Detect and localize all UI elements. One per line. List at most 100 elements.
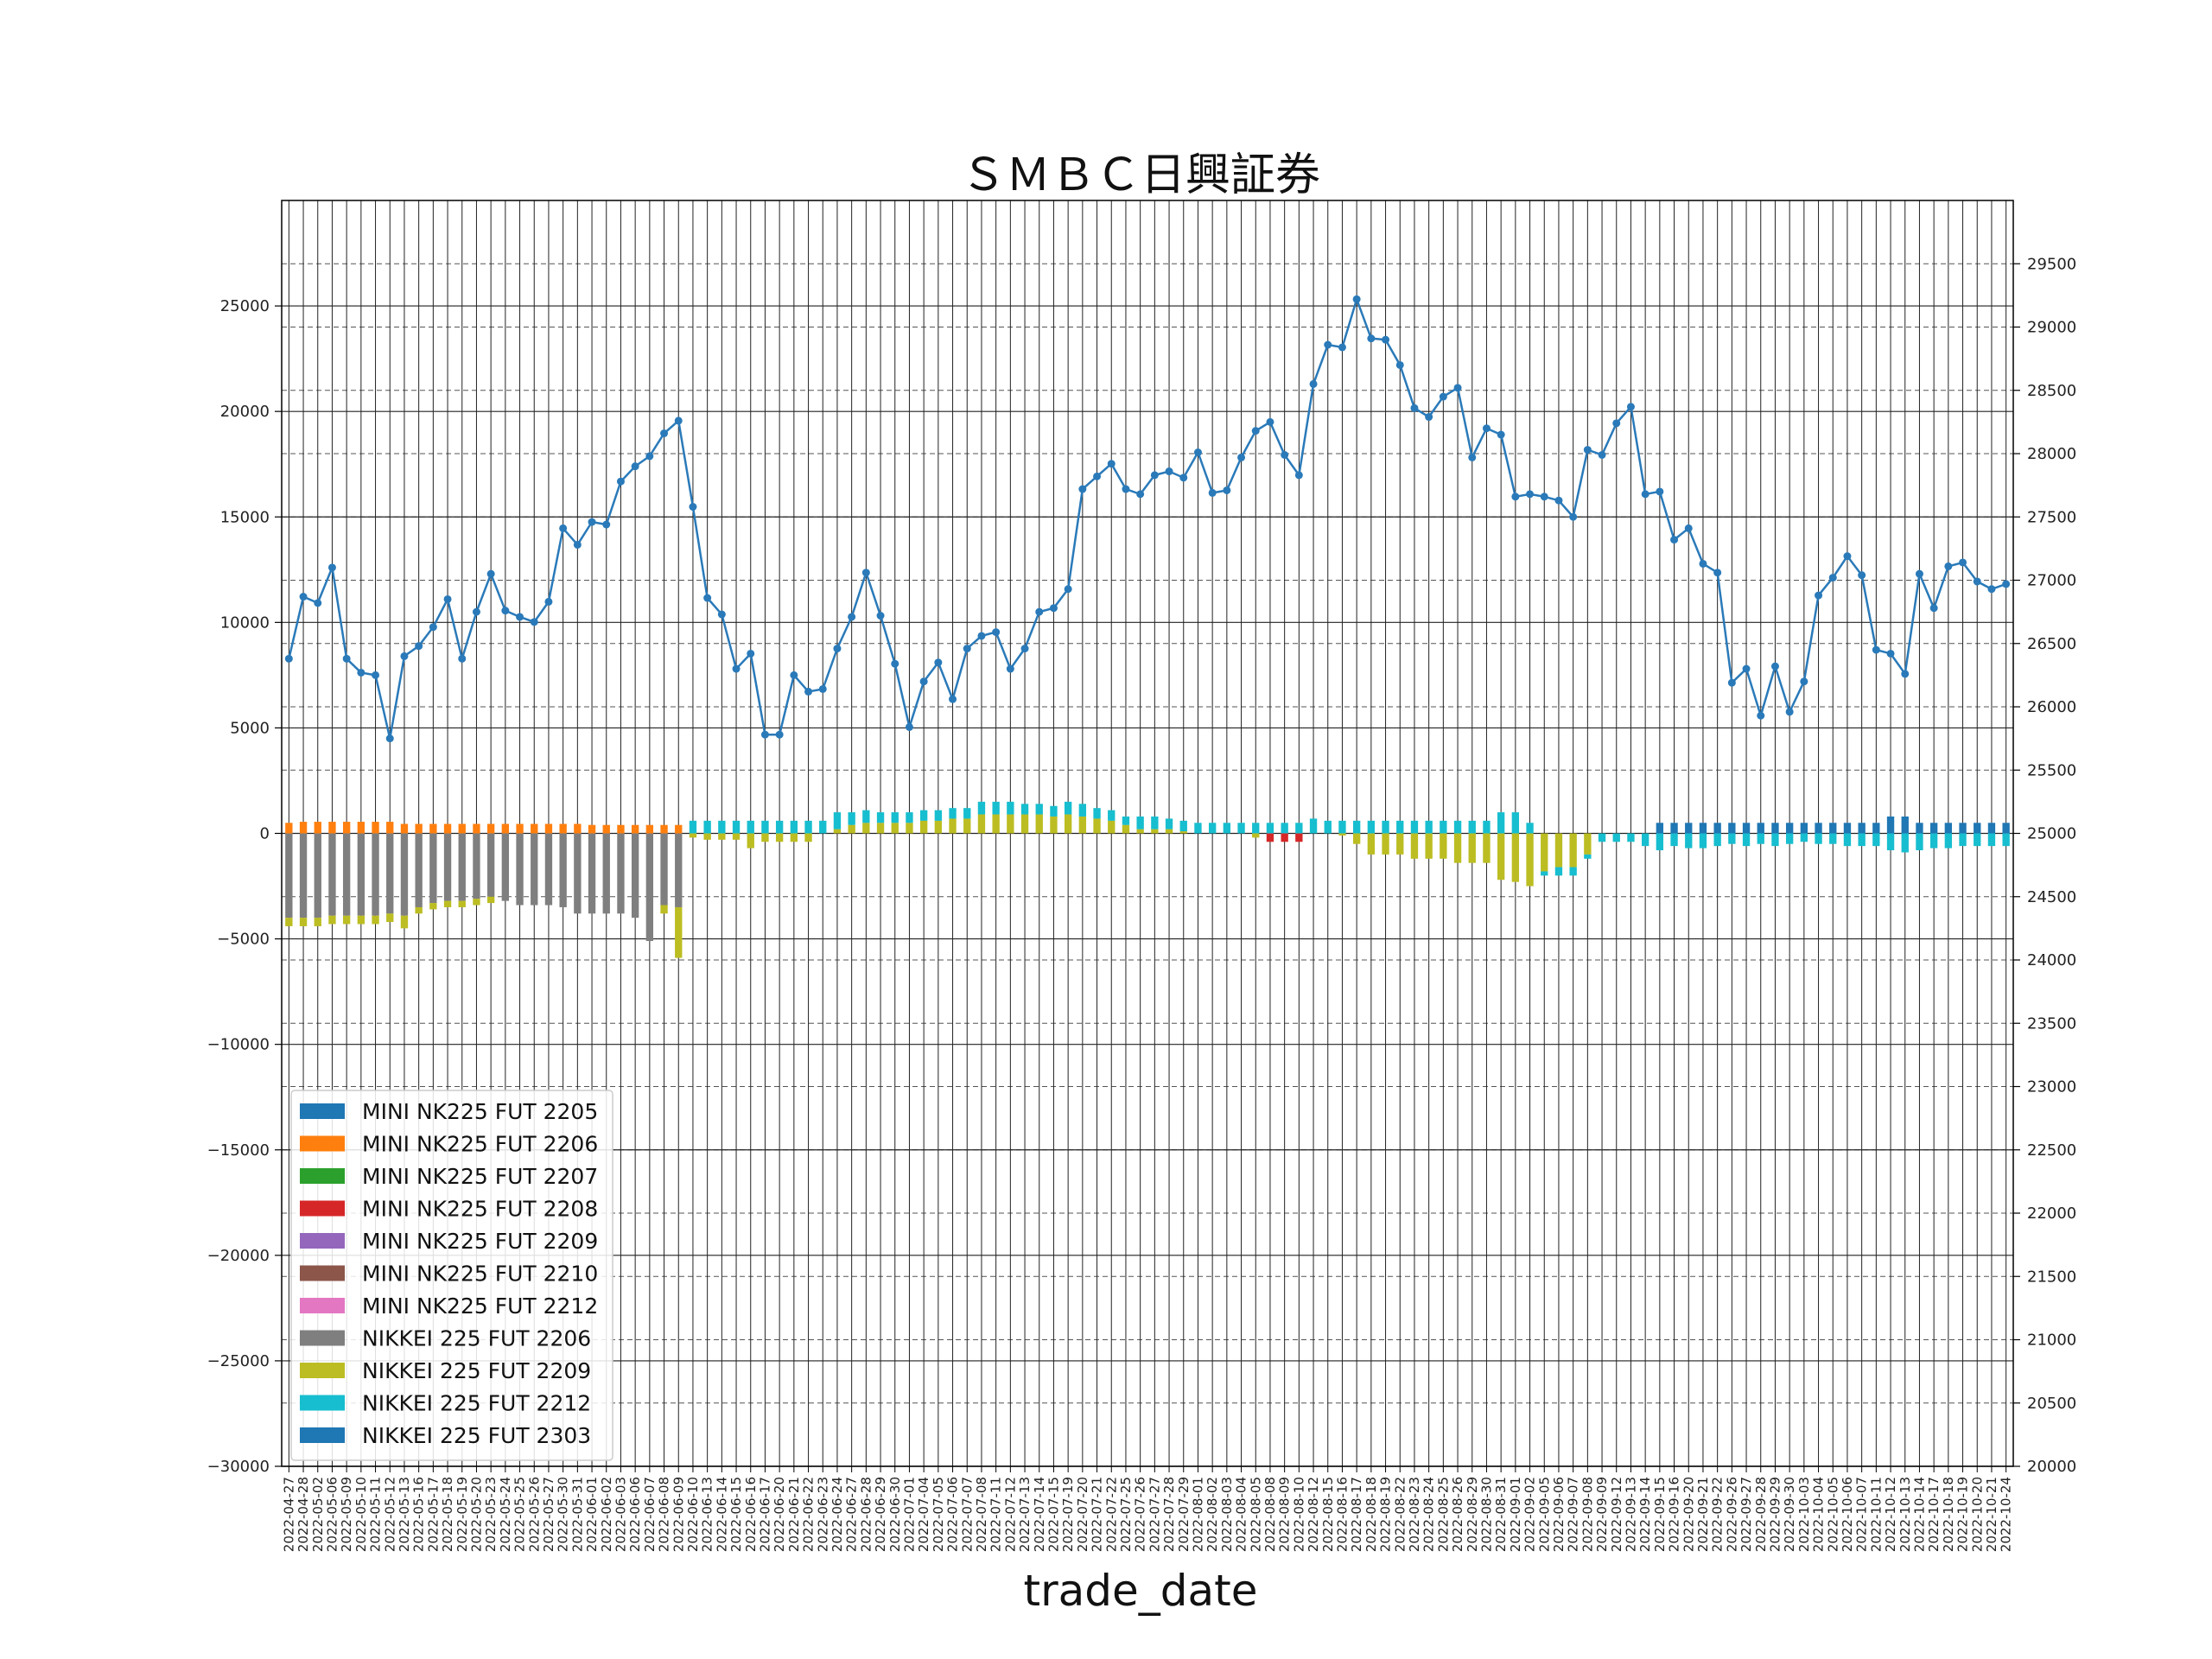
bar [1728, 833, 1736, 844]
price-point [1583, 446, 1592, 454]
bar [1886, 816, 1895, 834]
x-tick-label: 2022-08-04 [1234, 1477, 1249, 1552]
bar [1800, 833, 1808, 842]
x-tick-label: 2022-09-27 [1738, 1477, 1754, 1552]
bar [1194, 823, 1202, 834]
bar [429, 833, 437, 904]
bar [891, 823, 899, 834]
bar [992, 801, 1000, 815]
x-tick-label: 2022-09-16 [1667, 1477, 1682, 1552]
x-tick-label: 2022-10-12 [1883, 1477, 1898, 1552]
price-point [992, 628, 1001, 637]
left-tick-label: 5000 [230, 719, 270, 737]
price-point [833, 645, 842, 653]
bar [559, 833, 567, 907]
bar [2002, 823, 2010, 834]
price-point [1886, 649, 1895, 658]
bar [1872, 833, 1880, 847]
price-point [1150, 471, 1159, 480]
x-tick-label: 2022-06-16 [743, 1477, 759, 1552]
price-point [1598, 450, 1606, 459]
bar [531, 833, 538, 906]
bar [443, 823, 452, 834]
price-point [1439, 392, 1447, 401]
bar-series [285, 801, 2010, 958]
legend-swatch [300, 1135, 345, 1152]
left-tick-label: 0 [260, 825, 270, 843]
price-point [1656, 487, 1664, 496]
price-point [400, 652, 409, 660]
x-tick-label: 2022-10-14 [1911, 1477, 1927, 1552]
bar [1468, 820, 1476, 834]
price-point [1309, 379, 1318, 388]
price-point [314, 599, 322, 607]
bar [1598, 833, 1606, 842]
price-point [1179, 474, 1188, 482]
bar [400, 823, 409, 834]
bar [285, 833, 293, 918]
bar [299, 918, 308, 926]
x-tick-label: 2022-08-29 [1465, 1477, 1480, 1552]
bar [1007, 801, 1014, 815]
x-tick-label: 2022-08-25 [1435, 1477, 1451, 1552]
x-tick-label: 2022-08-05 [1248, 1477, 1263, 1552]
bar [1064, 814, 1072, 834]
price-point [1987, 585, 1996, 594]
bar [443, 900, 452, 907]
x-tick-label: 2022-07-28 [1161, 1477, 1177, 1552]
chart-title: ＳＭＢＣ日興証券 [961, 149, 1320, 201]
bar [833, 829, 842, 834]
bar [1785, 823, 1794, 834]
x-tick-label: 2022-09-26 [1724, 1477, 1739, 1552]
x-tick-label: 2022-08-17 [1349, 1477, 1364, 1552]
x-tick-label: 2022-06-03 [613, 1477, 628, 1552]
bar [357, 833, 365, 916]
x-tick-label: 2022-09-06 [1551, 1477, 1567, 1552]
x-tick-label: 2022-08-10 [1291, 1477, 1306, 1552]
bar [458, 833, 466, 901]
price-point [429, 623, 437, 632]
x-tick-label: 2022-09-29 [1767, 1477, 1783, 1552]
price-point [1064, 585, 1072, 594]
bar [775, 833, 784, 842]
x-tick-label: 2022-08-23 [1407, 1477, 1422, 1552]
bar [1136, 816, 1144, 830]
bar [415, 833, 423, 907]
right-tick-label: 22000 [2027, 1205, 2076, 1223]
x-tick-label: 2022-10-06 [1840, 1477, 1855, 1552]
price-point [1569, 512, 1578, 521]
bar [660, 905, 668, 914]
bar [790, 833, 798, 842]
bar [473, 833, 480, 899]
legend-swatch [300, 1168, 345, 1184]
bar [458, 900, 466, 907]
x-tick-label: 2022-10-21 [1984, 1477, 1999, 1552]
bar [285, 918, 293, 926]
x-tick-label: 2022-07-20 [1075, 1477, 1090, 1552]
price-point [732, 664, 741, 673]
bar [1916, 833, 1923, 851]
bar [1699, 833, 1707, 849]
bar [1526, 833, 1534, 887]
bar [833, 812, 842, 830]
x-tick-label: 2022-10-07 [1854, 1477, 1870, 1552]
bar [501, 823, 510, 834]
x-tick-label: 2022-06-15 [728, 1477, 744, 1552]
bar [400, 833, 409, 916]
price-point [1338, 343, 1346, 352]
x-tick-label: 2022-10-11 [1868, 1477, 1884, 1552]
price-point [1684, 524, 1693, 532]
x-tick-label: 2022-08-24 [1421, 1477, 1437, 1552]
price-point [1915, 569, 1923, 578]
bar [473, 899, 480, 906]
bar [1728, 823, 1736, 834]
x-tick-label: 2022-07-25 [1118, 1477, 1134, 1552]
bar [357, 915, 365, 925]
bar [934, 820, 943, 834]
price-point [977, 632, 986, 640]
x-tick-label: 2022-05-26 [526, 1477, 542, 1552]
right-tick-label: 20000 [2027, 1458, 2076, 1476]
price-point [674, 416, 683, 425]
x-tick-label: 2022-05-10 [353, 1477, 369, 1552]
bar [1035, 804, 1043, 815]
